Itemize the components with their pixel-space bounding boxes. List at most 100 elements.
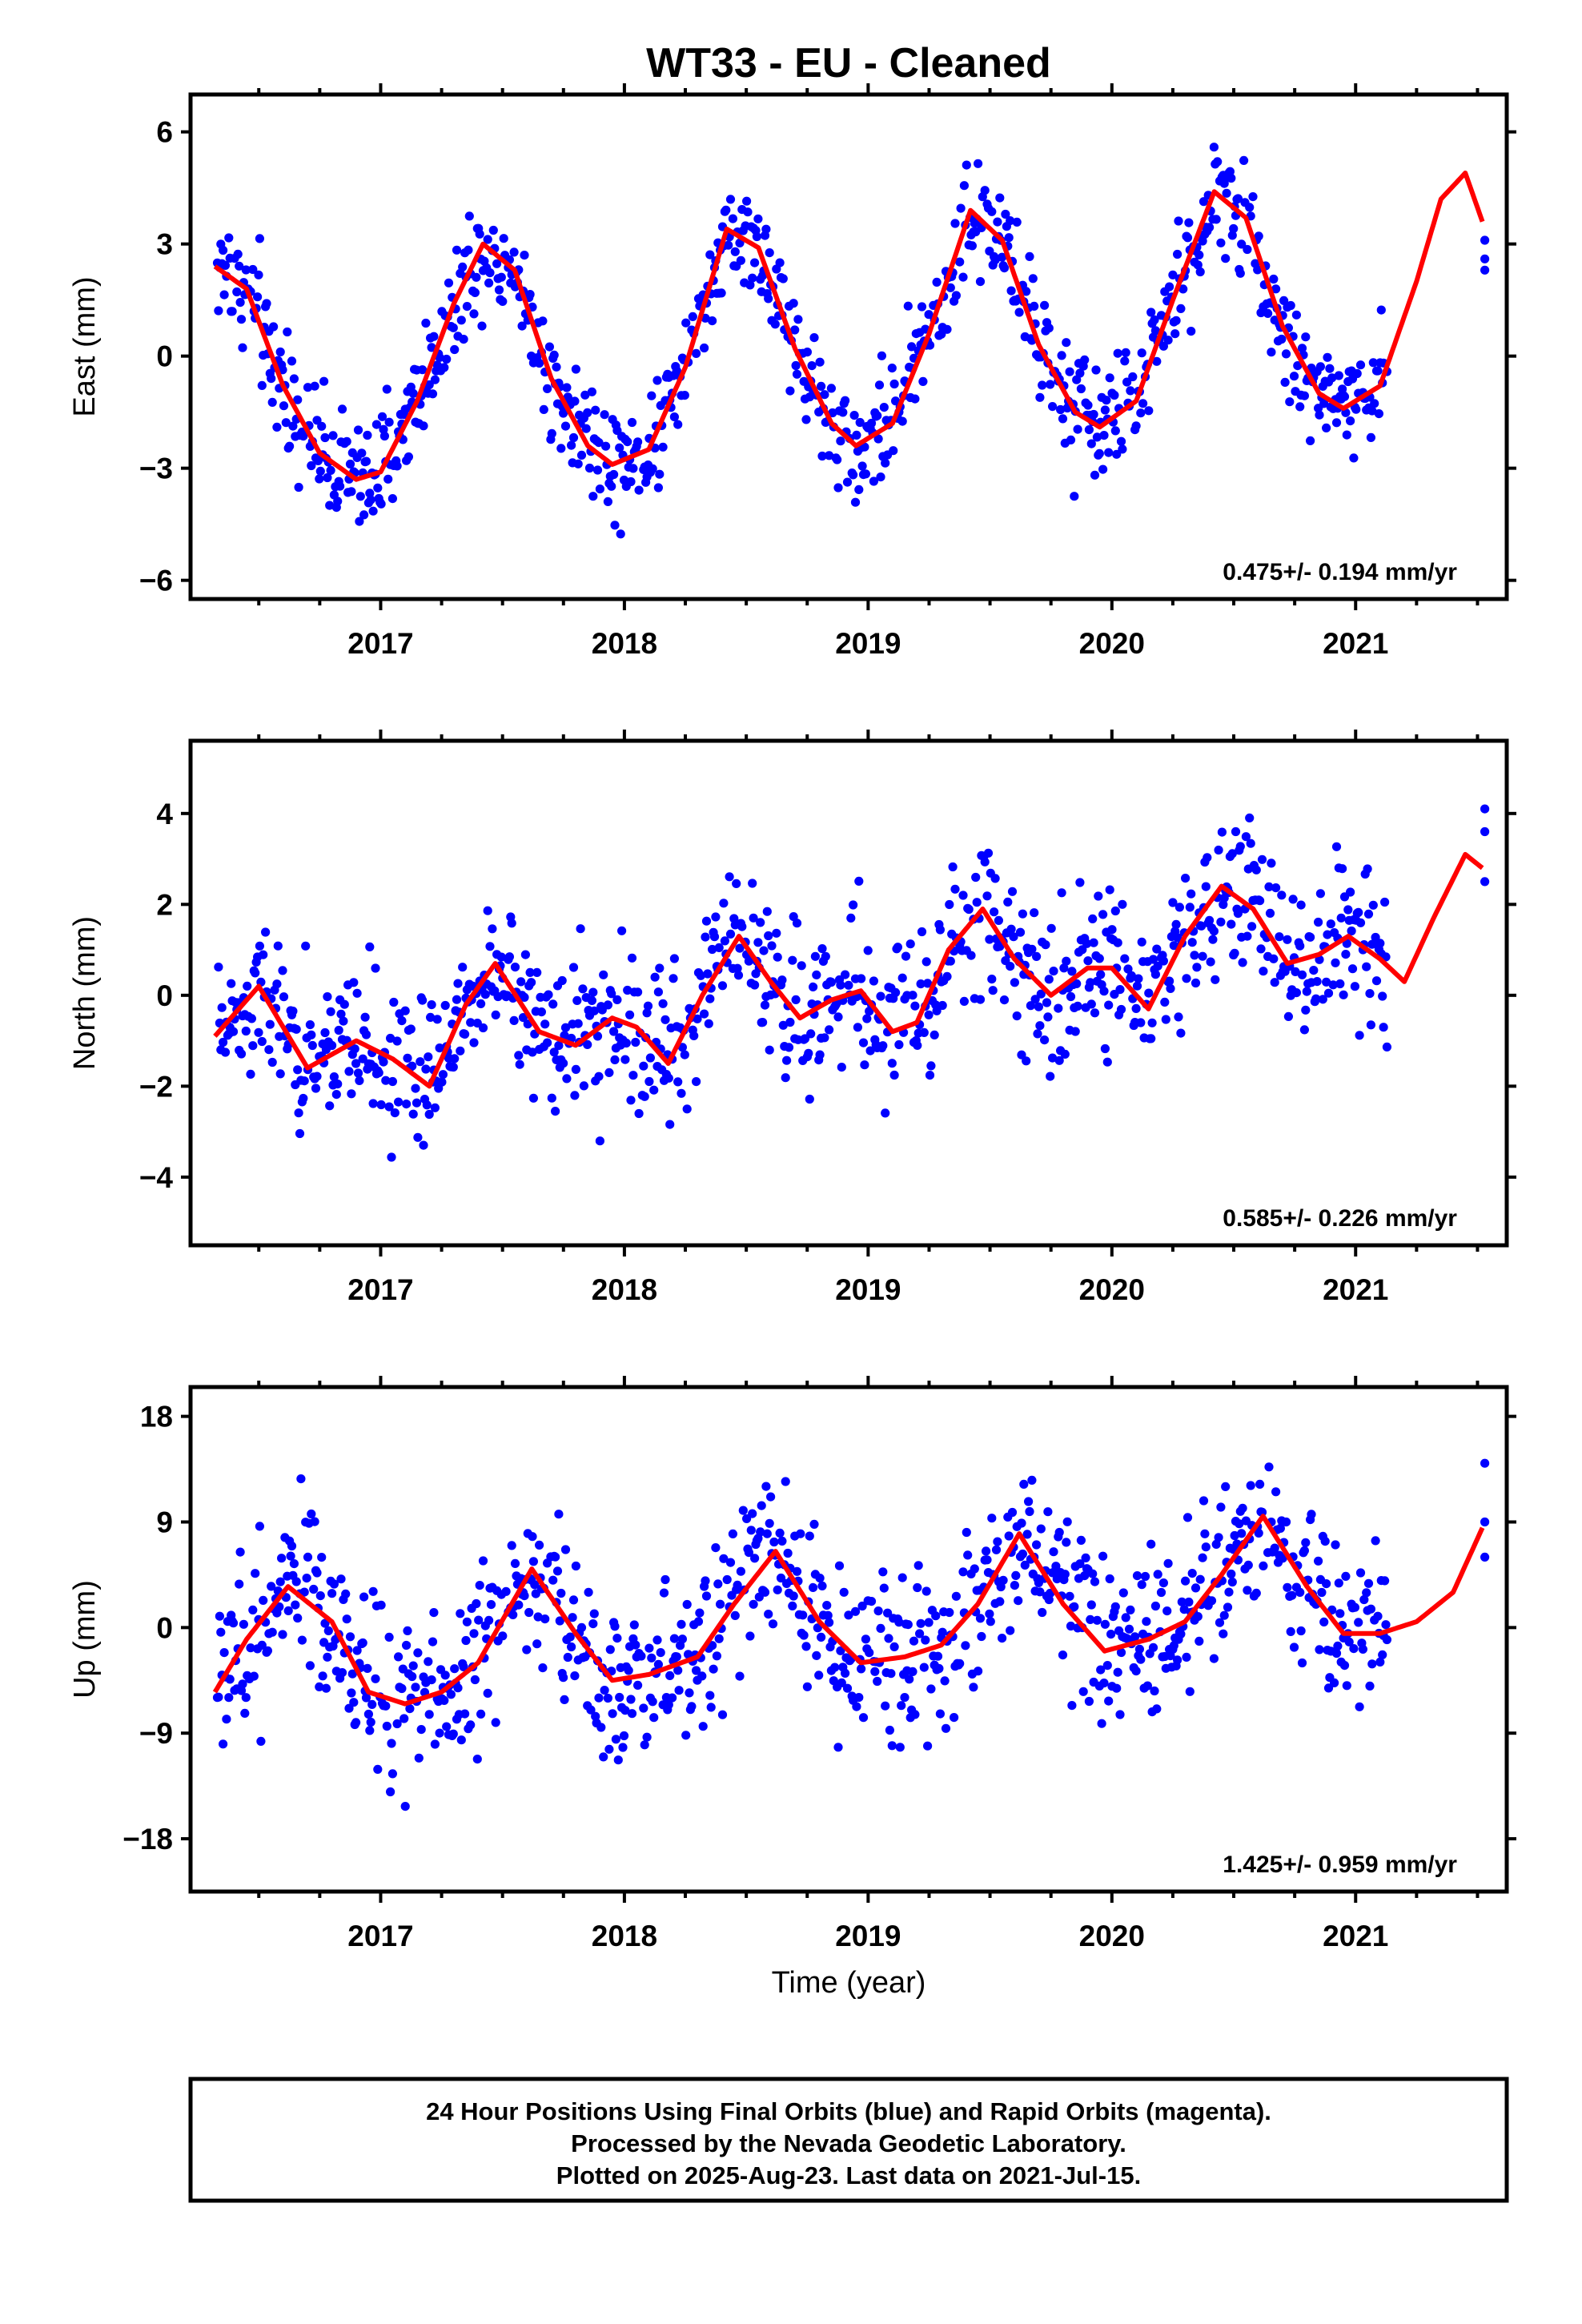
final-orbit-point <box>769 1537 779 1547</box>
final-orbit-point <box>752 231 762 242</box>
final-orbit-point <box>1089 938 1098 947</box>
final-orbit-point <box>1206 957 1215 967</box>
final-orbit-point <box>220 260 231 270</box>
final-orbit-point <box>235 298 245 308</box>
final-orbit-point <box>647 1653 656 1663</box>
final-orbit-point <box>682 1599 692 1610</box>
final-orbit-point <box>728 214 738 223</box>
final-orbit-point <box>329 1579 339 1589</box>
final-orbit-point <box>281 418 291 428</box>
final-orbit-point <box>742 196 752 206</box>
final-orbit-point <box>837 1063 846 1072</box>
final-orbit-point <box>1363 1578 1374 1588</box>
final-orbit-point <box>725 1558 736 1567</box>
final-orbit-point <box>982 1555 992 1565</box>
final-orbit-point <box>785 386 795 396</box>
final-orbit-point <box>1097 1719 1106 1728</box>
final-orbit-point <box>1179 1605 1189 1614</box>
final-orbit-point <box>1166 983 1175 993</box>
final-orbit-point <box>940 1676 950 1686</box>
final-orbit-point <box>1182 1652 1191 1662</box>
final-orbit-point <box>788 1601 797 1610</box>
final-orbit-point <box>337 404 347 414</box>
final-orbit-point <box>328 431 338 440</box>
final-orbit-point <box>403 1626 412 1635</box>
final-orbit-point <box>536 1007 547 1017</box>
final-orbit-point <box>655 469 665 479</box>
final-orbit-point <box>1056 404 1066 415</box>
final-orbit-point <box>363 430 372 440</box>
final-orbit-point <box>469 309 479 319</box>
final-orbit-point <box>784 1043 794 1052</box>
final-orbit-point <box>313 456 323 466</box>
final-orbit-point <box>982 891 992 901</box>
final-orbit-point <box>913 1561 923 1570</box>
final-orbit-point <box>725 195 736 204</box>
final-orbit-point <box>1104 1696 1114 1706</box>
final-orbit-point <box>568 1613 577 1622</box>
final-orbit-point <box>924 1618 934 1627</box>
final-orbit-point <box>1034 1002 1043 1011</box>
final-orbit-point <box>1150 1601 1160 1611</box>
final-orbit-point <box>459 335 468 344</box>
final-orbit-point <box>664 1073 673 1083</box>
final-orbit-point <box>1311 994 1321 1003</box>
final-orbit-point <box>814 1671 824 1680</box>
final-orbit-point <box>376 1600 386 1610</box>
final-orbit-point <box>806 1029 816 1039</box>
final-orbit-point <box>299 432 308 441</box>
final-orbit-point <box>733 963 742 973</box>
final-orbit-point <box>985 935 994 944</box>
final-orbit-point <box>352 988 362 998</box>
final-orbit-point <box>1170 329 1180 339</box>
final-orbit-point <box>400 1714 409 1723</box>
final-orbit-point <box>486 1600 496 1610</box>
final-orbit-point <box>344 1067 354 1076</box>
final-orbit-point <box>958 272 968 282</box>
final-orbit-point <box>411 1084 420 1093</box>
final-orbit-point <box>745 1631 755 1641</box>
final-orbit-point <box>1046 923 1056 933</box>
final-orbit-point <box>387 1076 397 1087</box>
final-orbit-point <box>255 941 264 951</box>
final-orbit-point <box>640 1092 649 1101</box>
final-orbit-point <box>472 272 481 282</box>
final-orbit-point <box>873 1606 883 1616</box>
final-orbit-point <box>878 1041 888 1051</box>
final-orbit-point <box>611 1735 621 1744</box>
final-orbit-point <box>945 1607 954 1618</box>
final-orbit-point <box>1331 1540 1340 1550</box>
final-orbit-point <box>361 456 371 466</box>
figure-title: WT33 - EU - Cleaned <box>646 40 1051 86</box>
final-orbit-point <box>484 278 494 287</box>
north-rate-label: 0.585+/- 0.226 mm/yr <box>1223 1205 1457 1232</box>
final-orbit-point <box>1123 964 1133 974</box>
final-orbit-point <box>616 529 625 539</box>
final-orbit-point <box>1315 362 1325 372</box>
final-orbit-point <box>626 1695 636 1704</box>
final-orbit-point <box>1144 988 1154 998</box>
final-orbit-point <box>351 1059 361 1068</box>
final-orbit-point <box>251 1569 260 1578</box>
final-orbit-point <box>215 1611 224 1621</box>
final-orbit-point <box>1025 1506 1034 1517</box>
final-orbit-point <box>248 1041 258 1051</box>
final-orbit-point <box>743 207 753 217</box>
final-orbit-point <box>309 1584 319 1594</box>
final-orbit-point <box>1144 406 1154 416</box>
final-orbit-point <box>1286 300 1295 311</box>
final-orbit-point <box>1350 1602 1359 1612</box>
final-orbit-point <box>1090 1577 1100 1586</box>
final-orbit-point <box>294 482 303 493</box>
final-orbit-point <box>1227 1569 1236 1579</box>
final-orbit-point <box>333 497 343 506</box>
final-orbit-point <box>491 1718 500 1727</box>
final-orbit-point <box>608 1709 617 1719</box>
final-orbit-point <box>719 1554 729 1563</box>
final-orbit-point <box>730 247 740 256</box>
final-orbit-point <box>408 388 418 398</box>
final-orbit-point <box>644 1076 654 1087</box>
final-orbit-point <box>1277 891 1287 900</box>
